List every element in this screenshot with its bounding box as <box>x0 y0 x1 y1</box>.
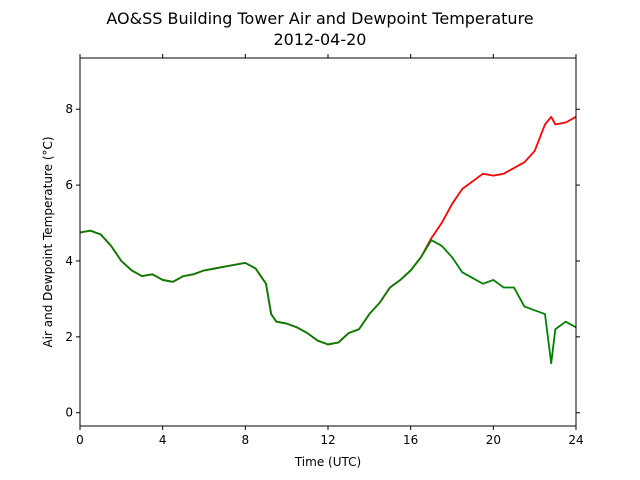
chart-subtitle: 2012-04-20 <box>274 30 367 49</box>
chart-title: AO&SS Building Tower Air and Dewpoint Te… <box>106 9 533 28</box>
x-tick-label: 20 <box>486 433 501 447</box>
x-tick-label: 16 <box>403 433 418 447</box>
series-line-0 <box>79 115 577 346</box>
x-axis: 0 4 8 12 16 20 24 <box>76 54 584 447</box>
y-tick-label: 4 <box>65 254 73 268</box>
x-tick-label: 12 <box>320 433 335 447</box>
y-tick-label: 8 <box>65 102 73 116</box>
y-axis: 0 2 4 6 8 <box>65 102 580 420</box>
plot-area <box>79 115 577 365</box>
plot-frame <box>79 57 577 427</box>
x-tick-label: 0 <box>76 433 84 447</box>
y-tick-label: 2 <box>65 330 73 344</box>
series-line-1 <box>79 229 577 365</box>
y-axis-label: Air and Dewpoint Temperature (°C) <box>41 136 55 347</box>
x-tick-label: 8 <box>242 433 250 447</box>
x-axis-label: Time (UTC) <box>294 455 361 469</box>
x-tick-label: 4 <box>159 433 167 447</box>
x-tick-label: 24 <box>568 433 583 447</box>
y-tick-label: 0 <box>65 406 73 420</box>
y-tick-label: 6 <box>65 178 73 192</box>
